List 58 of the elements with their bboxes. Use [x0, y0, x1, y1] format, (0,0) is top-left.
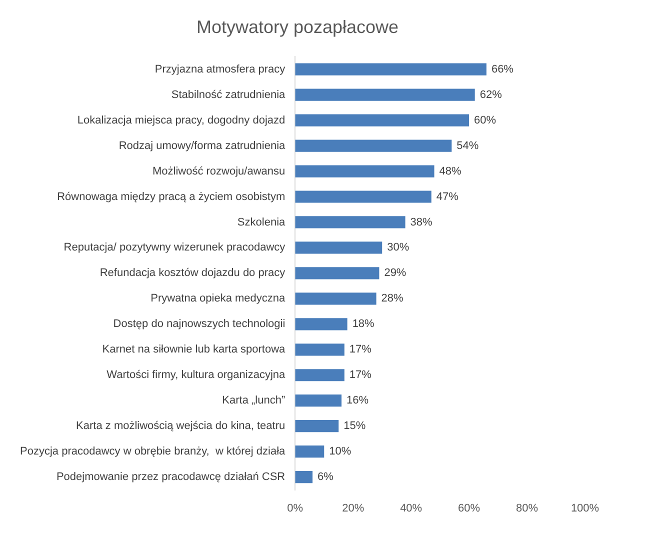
y-tick-label: Lokalizacja miejsca pracy, dogodny dojazd [77, 114, 286, 126]
data-label: 60% [474, 114, 496, 126]
bar [295, 114, 470, 126]
bar [295, 394, 342, 407]
y-tick-label: Stabilność zatrudnienia [171, 88, 286, 101]
bar [295, 190, 432, 203]
data-label: 18% [352, 318, 375, 330]
x-tick-label: 40% [400, 502, 422, 514]
bar [295, 292, 376, 305]
bar [295, 242, 382, 254]
data-label: 6% [318, 471, 334, 484]
bar [295, 369, 344, 382]
data-label: 17% [349, 369, 372, 382]
y-tick-label: Refundacja kosztów dojazdu do pracy [100, 267, 286, 280]
data-label: 62% [480, 88, 502, 101]
y-tick-label: Wartości firmy, kultura organizacyjna [106, 369, 286, 382]
y-tick-label: Możliwość rozwoju/awansu [152, 165, 286, 178]
data-label: 66% [491, 63, 514, 76]
y-tick-label: Podejmowanie przez pracodawcę działań CSR [56, 471, 286, 484]
data-label: 29% [384, 267, 406, 280]
data-label: 47% [436, 190, 459, 203]
data-label: 10% [329, 446, 352, 458]
y-tick-label: Karta „lunch” [222, 394, 286, 407]
y-tick-label: Karta z możliwością wejścia do kina, teatru [76, 420, 286, 432]
bar [295, 344, 344, 356]
bar [295, 446, 324, 458]
x-tick-label: 0% [287, 502, 304, 514]
y-tick-label: Równowaga między pracą a życiem osobistym [57, 190, 286, 203]
y-tick-label: Dostęp do najnowszych technologii [113, 318, 286, 330]
data-label: 48% [439, 165, 462, 178]
x-tick-label: 20% [342, 502, 364, 514]
bar [295, 216, 406, 228]
y-tick-label: Reputacja/ pozytywny wizerunek pracodawcy [64, 242, 286, 254]
y-tick-label: Szkolenia [237, 216, 286, 228]
x-tick-label: 100% [570, 502, 600, 514]
bar [295, 471, 313, 484]
bar [295, 267, 380, 280]
data-label: 15% [344, 420, 366, 432]
data-label: 16% [346, 394, 369, 407]
x-tick-label: 60% [458, 502, 480, 514]
bar [295, 88, 475, 101]
y-tick-label: Prywatna opieka medyczna [150, 292, 286, 305]
bar [295, 165, 434, 178]
y-tick-label: Karnet na siłownie lub karta sportowa [102, 344, 286, 356]
x-tick-label: 80% [516, 502, 538, 514]
y-tick-label: Przyjazna atmosfera pracy [154, 63, 286, 76]
data-label: 28% [381, 292, 404, 305]
data-label: 54% [456, 140, 479, 152]
bar [295, 140, 452, 152]
y-tick-label: Rodzaj umowy/forma zatrudnienia [118, 140, 286, 152]
chart-title: Motywatory pozapłacowe [196, 16, 399, 37]
data-label: 30% [387, 242, 410, 254]
bar [295, 63, 486, 76]
data-label: 17% [349, 344, 372, 356]
y-tick-label: Pozycja pracodawcy w obrębie branży, w której działa [20, 446, 286, 458]
bar [295, 318, 348, 330]
bar [295, 420, 339, 432]
data-label: 38% [410, 216, 433, 228]
